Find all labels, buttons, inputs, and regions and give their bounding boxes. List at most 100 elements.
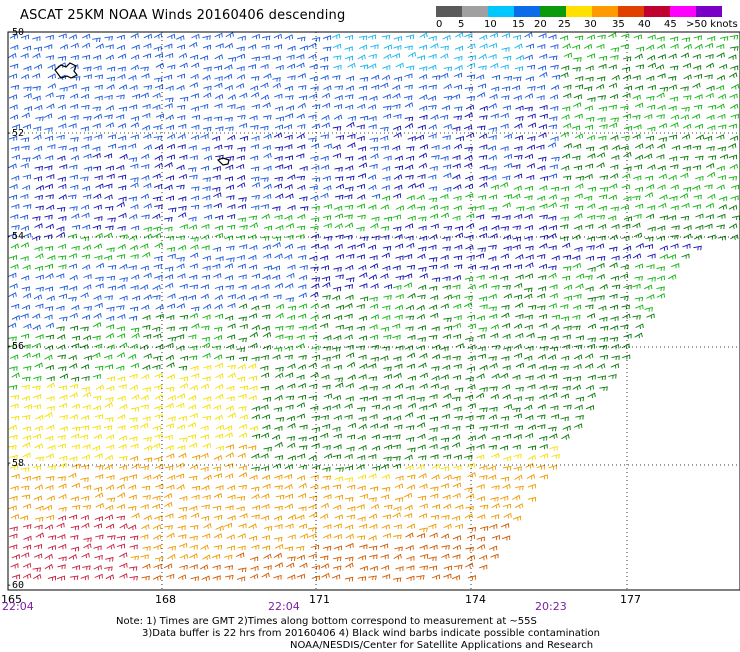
wind-barb xyxy=(154,557,164,562)
wind-barb xyxy=(647,84,656,90)
wind-barb xyxy=(443,474,452,480)
wind-barb xyxy=(322,175,331,181)
wind-barb xyxy=(440,193,449,200)
wind-barb xyxy=(248,215,258,221)
wind-barb xyxy=(130,225,140,231)
wind-barb xyxy=(286,63,296,69)
wind-barb xyxy=(310,86,319,92)
wind-barb xyxy=(395,62,404,69)
wind-barb xyxy=(464,276,474,282)
wind-barb xyxy=(249,385,258,391)
wind-barb xyxy=(478,155,488,160)
wind-barb xyxy=(453,315,462,321)
wind-barb xyxy=(478,232,488,239)
wind-barb xyxy=(238,274,247,280)
wind-barb xyxy=(191,494,200,500)
wind-barb xyxy=(57,344,66,350)
wind-barb xyxy=(213,202,222,209)
wind-barb xyxy=(562,43,571,50)
wind-barb xyxy=(405,437,415,442)
wind-barb xyxy=(308,533,317,539)
wind-barb xyxy=(202,303,212,310)
wind-barb xyxy=(311,277,321,282)
wind-barb xyxy=(251,273,260,279)
wind-barb xyxy=(32,342,41,349)
wind-barb xyxy=(119,342,128,349)
wind-barb xyxy=(68,253,77,259)
wind-barb xyxy=(719,153,729,160)
wind-barb xyxy=(44,306,54,311)
wind-barb xyxy=(680,114,689,120)
wind-barb xyxy=(586,214,596,220)
wind-barb xyxy=(632,114,641,120)
wind-barb xyxy=(706,35,716,42)
wind-barb xyxy=(551,255,560,261)
wind-barb xyxy=(237,114,246,120)
wind-barb xyxy=(58,462,67,469)
wind-barb xyxy=(285,105,295,111)
wind-barb xyxy=(345,165,354,171)
wind-barb xyxy=(214,433,224,439)
wind-barb xyxy=(333,103,343,110)
wind-barb xyxy=(46,295,55,301)
wind-barb xyxy=(68,553,77,560)
wind-barb xyxy=(347,115,357,121)
wind-barb xyxy=(453,303,462,310)
wind-barb xyxy=(105,574,114,580)
wind-barb xyxy=(572,262,581,269)
wind-barb xyxy=(236,254,245,260)
wind-barb xyxy=(319,65,329,70)
wind-barb xyxy=(94,74,104,80)
wind-barb xyxy=(296,343,305,349)
wind-barb xyxy=(298,303,307,309)
wind-barb xyxy=(524,224,533,231)
wind-barb xyxy=(502,202,511,208)
wind-barb xyxy=(635,64,645,70)
wind-barb xyxy=(154,372,163,379)
wind-barb xyxy=(418,235,428,241)
wind-barb xyxy=(58,366,67,371)
wind-barb xyxy=(344,465,354,471)
wind-barb xyxy=(548,272,557,279)
wind-barb xyxy=(730,65,739,71)
wind-barb xyxy=(297,382,307,389)
wind-barb xyxy=(31,352,41,359)
wind-barb xyxy=(537,286,547,292)
wind-barb xyxy=(213,492,223,499)
wind-barb xyxy=(105,523,115,530)
wind-barb xyxy=(153,544,162,550)
wind-barb xyxy=(140,503,149,510)
wind-barb xyxy=(247,445,257,451)
wind-barb xyxy=(59,415,68,420)
wind-barb xyxy=(202,404,211,410)
wind-barb xyxy=(332,75,341,80)
wind-barb xyxy=(623,333,632,339)
wind-barb xyxy=(105,44,114,50)
wind-barb xyxy=(31,313,41,319)
wind-barb xyxy=(537,274,547,280)
wind-barb xyxy=(623,125,633,131)
wind-barb xyxy=(45,453,54,459)
wind-barb xyxy=(22,524,32,530)
wind-barb xyxy=(57,435,66,440)
wind-barb xyxy=(236,66,245,72)
wind-barb xyxy=(646,313,655,319)
wind-barb xyxy=(548,124,558,130)
wind-barb xyxy=(574,423,583,429)
wind-barb xyxy=(191,454,201,460)
wind-barb xyxy=(214,144,223,150)
wind-barb xyxy=(32,85,41,91)
wind-barb xyxy=(383,53,392,60)
wind-barb xyxy=(203,66,212,72)
wind-barb xyxy=(668,53,677,59)
wind-barb xyxy=(596,363,606,369)
wind-barb xyxy=(599,283,608,290)
wind-barb xyxy=(559,203,569,209)
wind-barb xyxy=(431,574,440,580)
wind-barb xyxy=(309,185,318,191)
wind-barb xyxy=(8,424,17,431)
wind-barb xyxy=(237,364,246,370)
wind-barb xyxy=(104,454,114,461)
wind-barb xyxy=(275,224,284,231)
wind-barb xyxy=(140,265,149,271)
